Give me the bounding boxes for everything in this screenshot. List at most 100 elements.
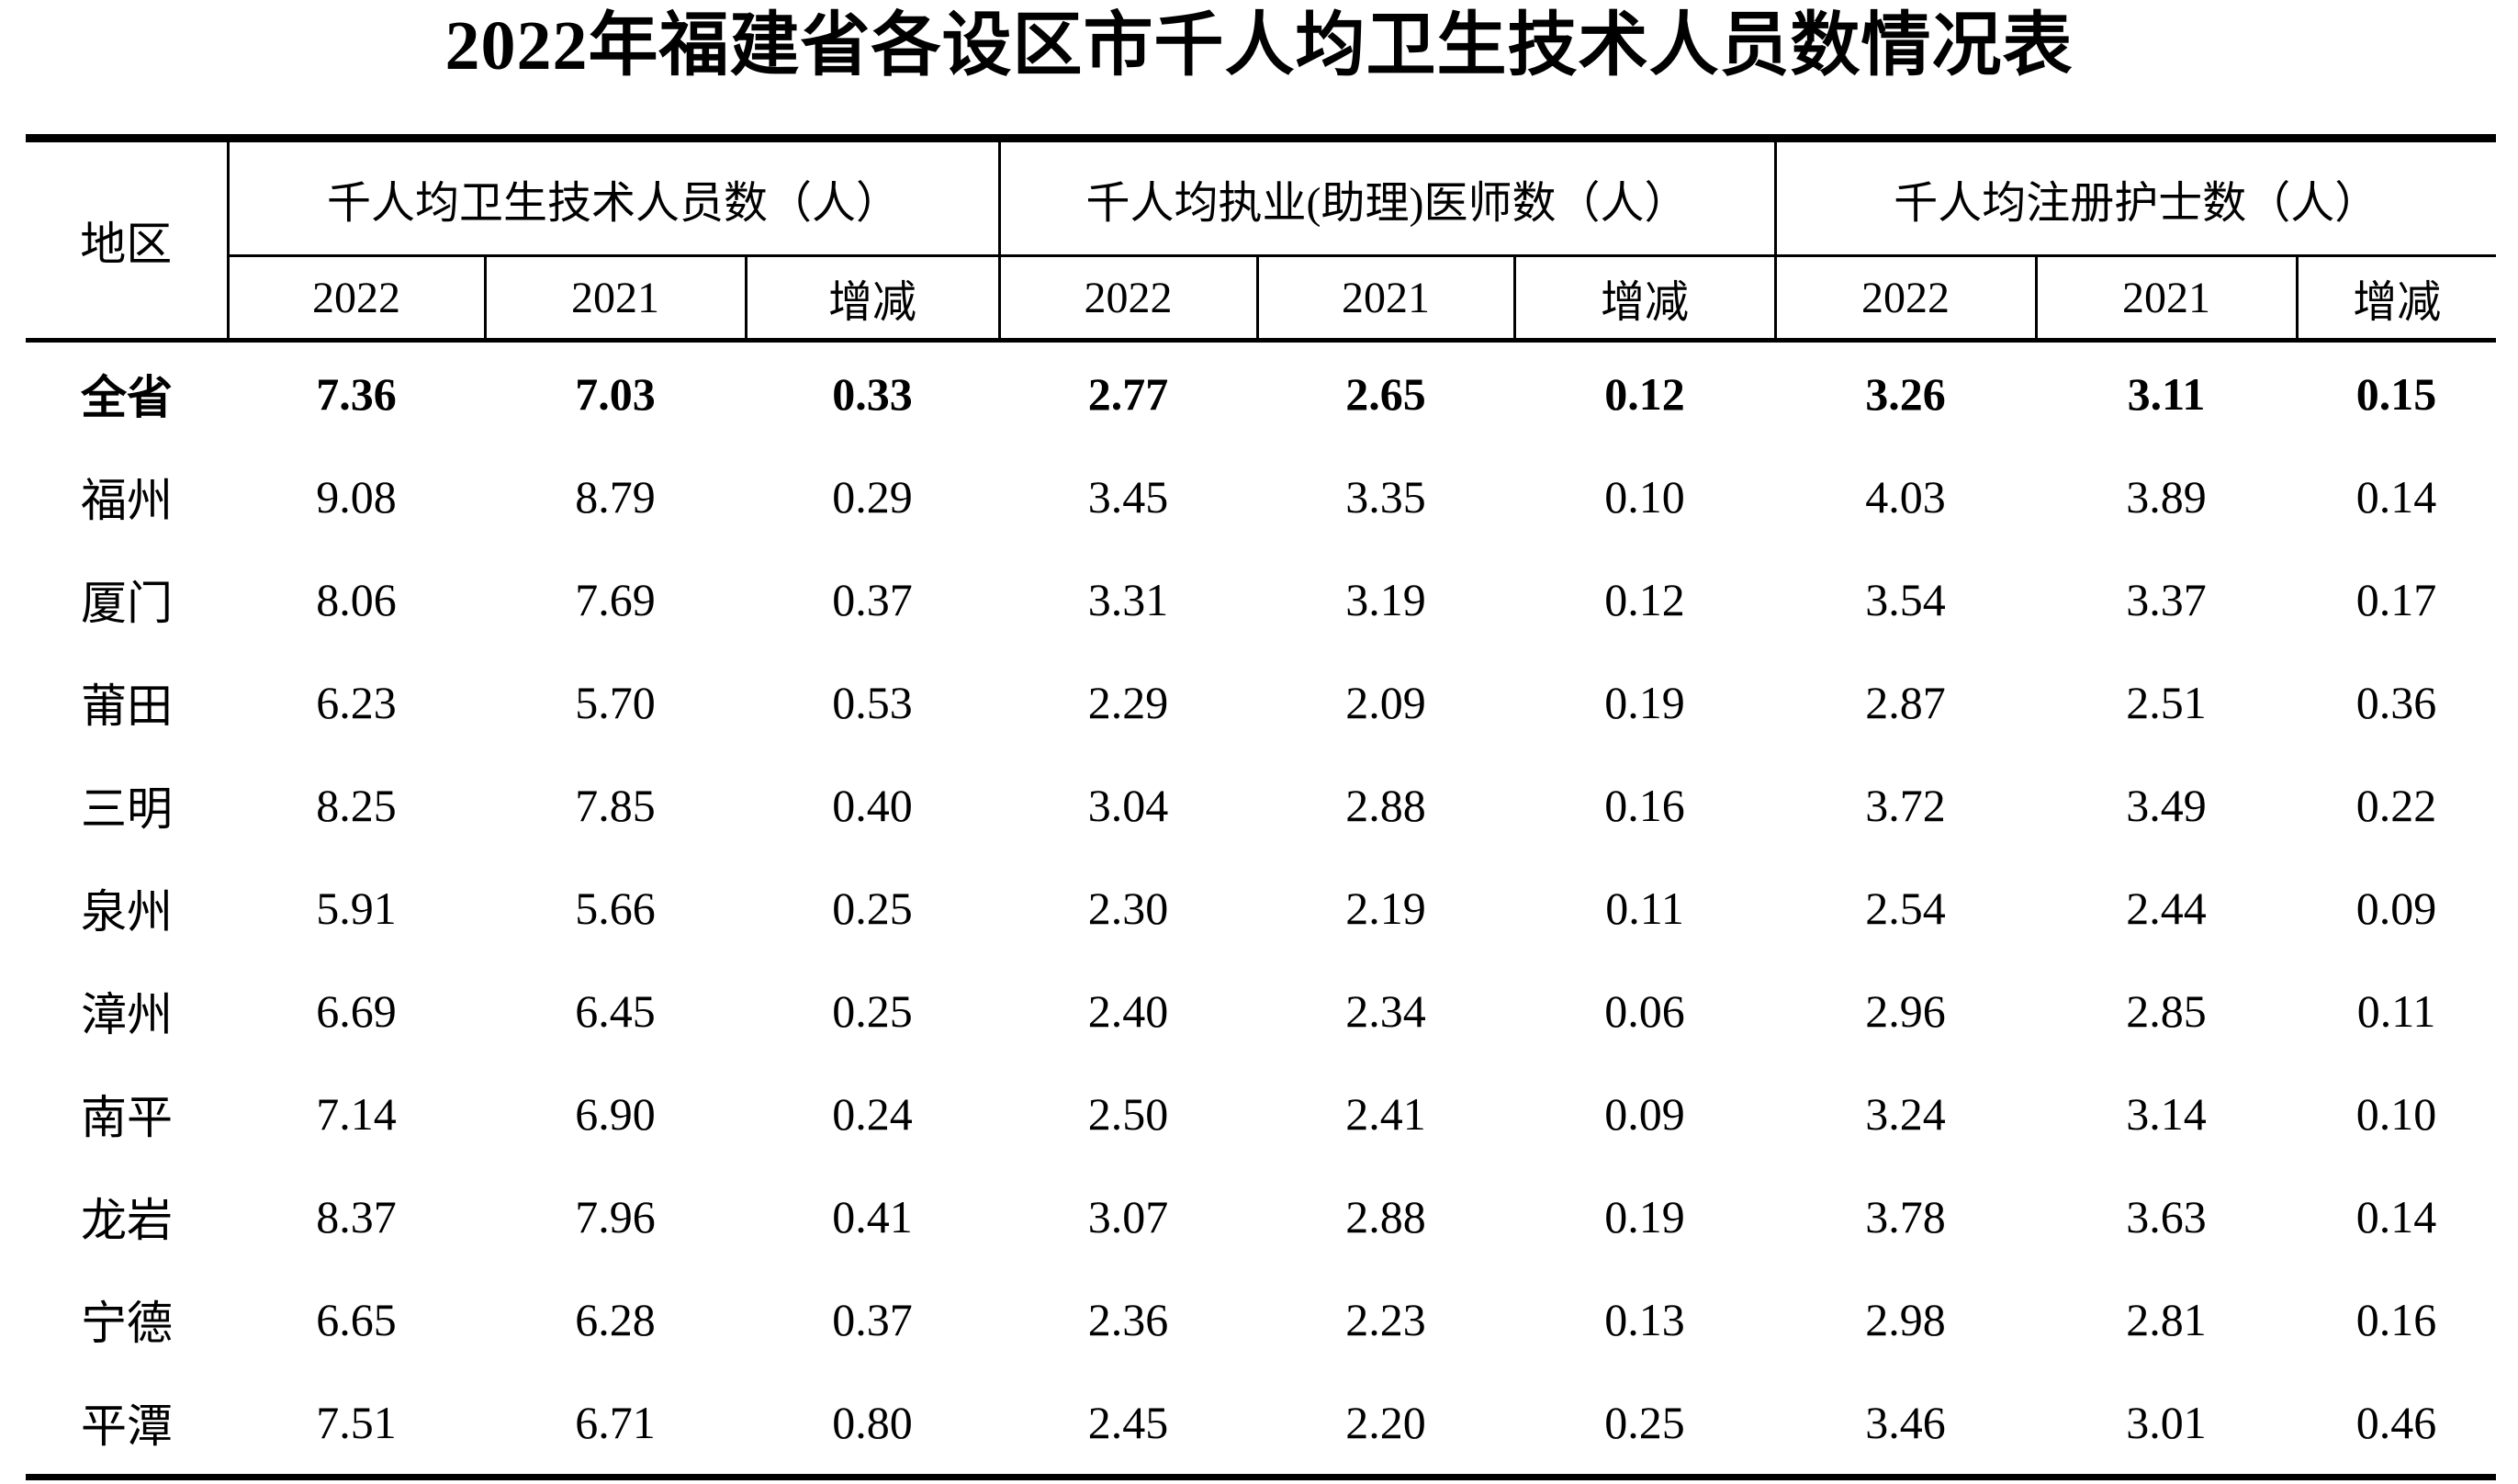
value-cell: 3.19 [1345,574,1426,625]
group-header-row: 地区 千人均卫生技术人员数（人） 千人均执业(助理)医师数（人） 千人均注册护士… [26,138,2497,343]
value-cell: 8.25 [316,780,397,831]
value-cell: 8.37 [316,1191,397,1242]
value-cell: 0.53 [832,677,913,728]
value-cell: 7.51 [316,1397,397,1448]
group-header-licensed-physicians: 千人均执业(助理)医师数（人） [997,138,1776,257]
value-cell: 0.09 [2355,883,2437,934]
table-row: 泉州 5.91 5.66 0.25 2.30 2.19 0.11 2.54 2.44 0.09 [26,857,2496,960]
value-cell: 7.03 [575,368,656,420]
table-row: 福州 9.08 8.79 0.29 3.45 3.35 0.10 4.03 3.89 0.14 [26,445,2496,548]
value-cell: 0.14 [2355,1191,2437,1242]
col-header-g3-change: 增减 [2295,255,2497,343]
table-row: 全省 7.36 7.03 0.33 2.77 2.65 0.12 3.26 3.11 0.15 [26,341,2496,446]
value-cell: 0.25 [832,883,913,934]
table-header: 地区 千人均卫生技术人员数（人） 千人均执业(助理)医师数（人） 千人均注册护士… [26,138,2497,343]
value-cell: 5.66 [575,883,656,934]
value-cell: 0.17 [2355,574,2437,625]
value-cell: 3.04 [1087,780,1169,831]
value-cell: 2.36 [1087,1294,1169,1345]
value-cell: 2.98 [1865,1294,1946,1345]
value-cell: 3.72 [1865,780,1946,831]
value-cell: 0.25 [832,985,913,1037]
value-cell: 3.63 [2126,1191,2207,1242]
col-header-g3-2021: 2021 [2034,255,2298,343]
region-cell: 漳州 [81,989,173,1040]
value-cell: 3.11 [2127,368,2206,420]
value-cell: 6.69 [316,985,397,1037]
value-cell: 0.10 [1604,471,1685,523]
value-cell: 6.45 [575,985,656,1037]
value-cell: 2.41 [1345,1088,1426,1140]
value-cell: 5.91 [316,883,397,934]
value-cell: 0.13 [1604,1294,1685,1345]
value-cell: 6.28 [575,1294,656,1345]
value-cell: 0.19 [1604,677,1685,728]
value-cell: 2.09 [1345,677,1426,728]
value-cell: 0.12 [1604,574,1685,625]
sub-header-row: 2022 2021 增减 2022 2021 增减 2022 2021 增减 [26,255,2497,343]
value-cell: 0.11 [1605,883,1684,934]
col-header-g1-2021: 2021 [483,255,746,343]
region-cell: 福州 [81,475,173,526]
value-cell: 2.40 [1087,985,1169,1037]
value-cell: 6.65 [316,1294,397,1345]
value-cell: 0.24 [832,1088,913,1140]
col-header-g2-2022: 2022 [997,255,1258,343]
value-cell: 0.19 [1604,1191,1685,1242]
value-cell: 3.46 [1865,1397,1946,1448]
value-cell: 0.06 [1604,985,1685,1037]
value-cell: 2.77 [1087,368,1169,420]
value-cell: 3.24 [1865,1088,1946,1140]
value-cell: 0.80 [832,1397,913,1448]
region-cell: 三明 [81,783,173,835]
region-cell: 平潭 [81,1400,173,1452]
value-cell: 0.16 [2355,1294,2437,1345]
value-cell: 7.14 [316,1088,397,1140]
region-cell: 全省 [81,372,173,423]
value-cell: 3.31 [1087,574,1169,625]
value-cell: 7.96 [575,1191,656,1242]
value-cell: 0.11 [2356,985,2436,1037]
value-cell: 2.45 [1087,1397,1169,1448]
value-cell: 2.65 [1345,368,1426,420]
value-cell: 2.44 [2126,883,2207,934]
value-cell: 3.78 [1865,1191,1946,1242]
value-cell: 3.45 [1087,471,1169,523]
table-row: 漳州 6.69 6.45 0.25 2.40 2.34 0.06 2.96 2.85 0.11 [26,960,2496,1062]
col-header-g2-change: 增减 [1512,255,1776,343]
value-cell: 3.01 [2126,1397,2207,1448]
page-title: 2022年福建省各设区市千人均卫生技术人员数情况表 [444,7,2074,84]
region-cell: 厦门 [81,578,173,629]
value-cell: 3.37 [2126,574,2207,625]
value-cell: 3.89 [2126,471,2207,523]
value-cell: 2.30 [1087,883,1169,934]
value-cell: 8.79 [575,471,656,523]
value-cell: 5.70 [575,677,656,728]
region-cell: 莆田 [81,680,173,732]
value-cell: 3.14 [2126,1088,2207,1140]
col-header-region: 地区 [26,138,230,343]
value-cell: 0.37 [832,574,913,625]
col-header-g1-2022: 2022 [226,255,485,343]
value-cell: 0.40 [832,780,913,831]
value-cell: 2.51 [2126,677,2207,728]
value-cell: 2.96 [1865,985,1946,1037]
region-cell: 龙岩 [81,1195,173,1246]
value-cell: 3.49 [2126,780,2207,831]
value-cell: 0.36 [2355,677,2437,728]
value-cell: 2.85 [2126,985,2207,1037]
value-cell: 7.85 [575,780,656,831]
value-cell: 0.29 [832,471,913,523]
value-cell: 2.34 [1345,985,1426,1037]
value-cell: 6.90 [575,1088,656,1140]
table-row: 宁德 6.65 6.28 0.37 2.36 2.23 0.13 2.98 2.81 0.16 [26,1268,2496,1371]
value-cell: 6.71 [575,1397,656,1448]
table-row: 厦门 8.06 7.69 0.37 3.31 3.19 0.12 3.54 3.37 0.17 [26,548,2496,651]
table-row: 莆田 6.23 5.70 0.53 2.29 2.09 0.19 2.87 2.51 0.36 [26,651,2496,754]
value-cell: 0.37 [832,1294,913,1345]
table-row: 南平 7.14 6.90 0.24 2.50 2.41 0.09 3.24 3.14 0.10 [26,1062,2496,1165]
value-cell: 0.09 [1604,1088,1685,1140]
region-cell: 泉州 [81,886,173,938]
value-cell: 3.26 [1865,368,1946,420]
